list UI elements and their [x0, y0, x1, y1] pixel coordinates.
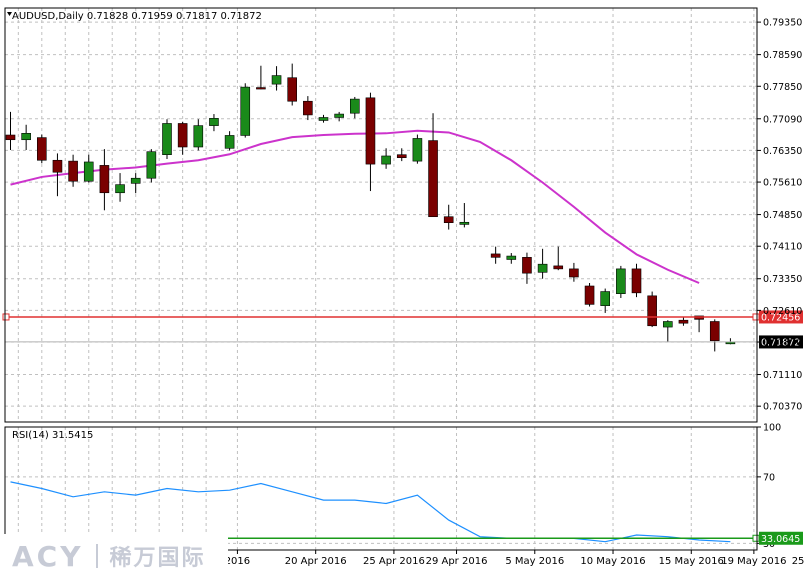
- bear-candle: [177, 123, 188, 148]
- bull-candle: [381, 155, 391, 165]
- current-price-tag-label: 0.71872: [761, 337, 800, 348]
- bull-candle: [616, 268, 626, 294]
- bear-candle: [522, 257, 532, 274]
- bull-candle: [162, 123, 172, 155]
- bull-candle: [271, 75, 282, 85]
- rsi-line: [10, 481, 731, 543]
- bear-candle: [490, 253, 501, 258]
- level-price-tag-label: 0.72456: [761, 312, 800, 323]
- bear-candle: [256, 87, 266, 90]
- level-handle-left: [2, 313, 10, 321]
- price-tick-label: 0.75610: [763, 178, 802, 189]
- current-price-tag: [759, 335, 803, 349]
- price-tick-label: 0.77850: [763, 82, 802, 93]
- watermark-cn: 稀万国际: [109, 546, 206, 571]
- chart-title: AUDUSD,Daily 0.71828 0.71959 0.71817 0.7…: [12, 11, 262, 22]
- bear-candle: [443, 216, 454, 223]
- bear-candle: [553, 265, 564, 270]
- bull-candle: [662, 321, 673, 328]
- bear-candle: [709, 321, 720, 342]
- bull-candle: [115, 184, 125, 194]
- rsi-panel: RSI(14) 31.5415100703033.0645: [2, 423, 803, 550]
- bull-candle: [600, 291, 611, 306]
- bull-candle: [240, 86, 251, 136]
- bull-candle: [318, 117, 329, 121]
- bull-candle: [146, 151, 157, 179]
- axes: 0.79350 0.78590 0.77850 0.77090 0.76350 0.756…: [4, 7, 806, 567]
- date-tick-label: 20 Apr 2016: [285, 556, 347, 567]
- rsi-level-tag-label: 33.0645: [761, 534, 800, 545]
- bull-candle: [193, 125, 204, 148]
- price-tick-label: 0.77090: [763, 114, 802, 125]
- price-tick-label: 0.71110: [763, 370, 802, 381]
- rsi-tick-label: 70: [763, 472, 775, 483]
- date-tick-label: 15 May 2016: [659, 556, 724, 567]
- rsi-title: RSI(14) 31.5415: [12, 430, 93, 441]
- bear-candle: [68, 160, 78, 182]
- bull-candle: [506, 255, 517, 260]
- bear-candle: [647, 295, 657, 327]
- bear-candle: [584, 285, 595, 305]
- date-tick-label: 29 Apr 2016: [426, 556, 488, 567]
- bear-candle: [303, 100, 313, 116]
- rsi-level-handle-right: [752, 534, 760, 542]
- bear-candle: [52, 159, 63, 173]
- bull-candle: [130, 177, 141, 184]
- level-handle-right: [752, 313, 760, 321]
- price-tick-label: 0.71870: [763, 338, 802, 349]
- bear-candle: [631, 268, 642, 294]
- bear-candle: [569, 268, 579, 278]
- price-tick-label: 0.79350: [763, 18, 802, 29]
- bear-candle: [36, 137, 47, 161]
- price-panel-frame: [4, 7, 758, 423]
- bull-candle: [224, 135, 235, 149]
- rsi-level-tag: [759, 531, 803, 545]
- watermark-separator: [95, 544, 98, 568]
- bull-candle: [412, 138, 423, 162]
- level-price-tag: [759, 310, 803, 324]
- price-levels: 0.72456 0.71872: [2, 310, 803, 349]
- bull-candle: [459, 221, 470, 225]
- bear-candle: [5, 134, 16, 141]
- bear-candle: [365, 97, 376, 165]
- bear-candle: [396, 154, 407, 158]
- price-tick-label: 0.76350: [763, 146, 802, 157]
- candlestick-series: [5, 63, 736, 352]
- price-tick-label: 0.74110: [763, 242, 802, 253]
- date-tick-label: 10 May 2016: [580, 556, 645, 567]
- rsi-panel-frame: [4, 426, 758, 551]
- date-tick-label: 2016: [225, 556, 250, 567]
- bull-candle: [334, 113, 344, 118]
- moving-average-line: [10, 129, 700, 284]
- watermark-brand: ACY: [12, 539, 84, 573]
- bull-candle: [21, 133, 31, 141]
- price-tick-label: 0.72610: [763, 306, 802, 317]
- moving-average-series: [10, 129, 700, 284]
- chart-menu-marker: [7, 12, 12, 16]
- grid: [5, 8, 757, 550]
- bear-candle: [678, 319, 689, 324]
- bull-candle: [83, 161, 94, 182]
- price-tick-label: 0.74850: [763, 210, 802, 221]
- price-tick-label: 0.73350: [763, 274, 802, 285]
- price-tick-label: 0.70370: [763, 402, 802, 413]
- date-tick-label: 5 May 2016: [505, 556, 564, 567]
- bear-candle: [287, 77, 298, 102]
- date-tick-label: 25 Apr 2016: [363, 556, 425, 567]
- bear-candle: [99, 165, 110, 194]
- date-tick-label: 19 May 2016: [721, 556, 786, 567]
- bear-candle: [428, 140, 438, 218]
- bull-candle: [537, 263, 548, 273]
- watermark-logo: ACY 稀万国际: [0, 534, 228, 578]
- date-tick-label: 25 May 2016: [792, 556, 806, 567]
- bull-candle: [209, 118, 219, 126]
- bull-candle: [349, 98, 360, 114]
- rsi-tick-label: 100: [763, 423, 781, 434]
- price-tick-label: 0.78590: [763, 50, 802, 61]
